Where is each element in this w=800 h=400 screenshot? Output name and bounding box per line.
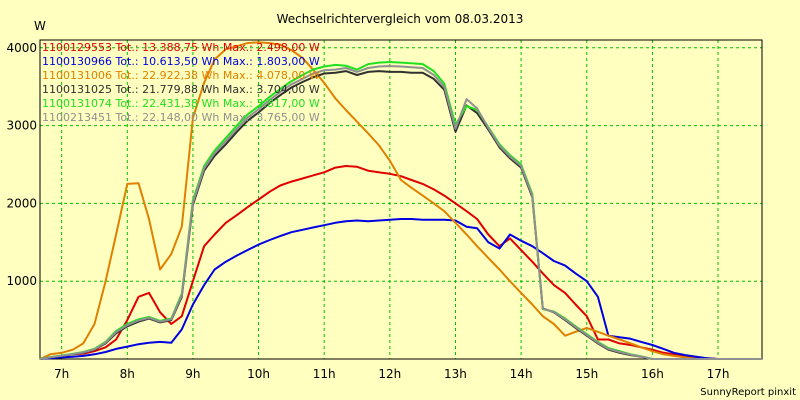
x-tick-label: 13h bbox=[444, 367, 467, 381]
y-axis-unit: W bbox=[34, 19, 46, 33]
x-tick-label: 14h bbox=[510, 367, 533, 381]
grid bbox=[40, 40, 762, 359]
plot-frame bbox=[39, 39, 763, 360]
legend-entry-1: 1100129553 Tot.: 13.388,75 Wh Max.: 2.49… bbox=[42, 41, 320, 54]
y-tick-label: 2000 bbox=[6, 196, 37, 210]
series-line-2 bbox=[39, 218, 762, 360]
legend-entry-5: 1100131074 Tot.: 22.431,38 Wh Max.: 3.81… bbox=[42, 97, 320, 110]
legend-entry-3: 1100131006 Tot.: 22.922,38 Wh Max.: 4.07… bbox=[42, 69, 320, 82]
x-tick-label: 11h bbox=[313, 367, 336, 381]
x-tick-label: 17h bbox=[707, 367, 730, 381]
series-line-3 bbox=[39, 41, 762, 360]
legend-entry-2: 1100130966 Tot.: 10.613,50 Wh Max.: 1.80… bbox=[42, 55, 320, 68]
x-tick-label: 15h bbox=[575, 367, 598, 381]
x-tick-label: 9h bbox=[185, 367, 200, 381]
x-tick-label: 8h bbox=[120, 367, 135, 381]
axes: 7h 8h 9h 10h 11h 12h 13h 14h 15h 16h 17h 1000 2000 30… bbox=[6, 39, 763, 381]
legend-entry-6: 1100213451 Tot.: 22.148,00 Wh Max.: 3.76… bbox=[42, 111, 320, 124]
plot-area bbox=[40, 40, 762, 359]
series-line-6 bbox=[39, 65, 762, 360]
chart-title: Wechselrichtervergleich vom 08.03.2013 bbox=[277, 12, 524, 26]
x-tick-label: 10h bbox=[247, 367, 270, 381]
x-tick-label: 16h bbox=[641, 367, 664, 381]
series-group bbox=[39, 41, 762, 360]
x-tick-label: 7h bbox=[54, 367, 69, 381]
legend-entry-4: 1100131025 Tot.: 21.779,88 Wh Max.: 3.70… bbox=[42, 83, 320, 96]
y-tick-label: 4000 bbox=[6, 41, 37, 55]
y-tick-label: 3000 bbox=[6, 119, 37, 133]
y-tick-label: 1000 bbox=[6, 274, 37, 288]
legend: 1100129553 Tot.: 13.388,75 Wh Max.: 2.49… bbox=[42, 41, 320, 124]
credit-text: SunnyReport pinxit bbox=[700, 387, 796, 398]
x-tick-label: 12h bbox=[378, 367, 401, 381]
